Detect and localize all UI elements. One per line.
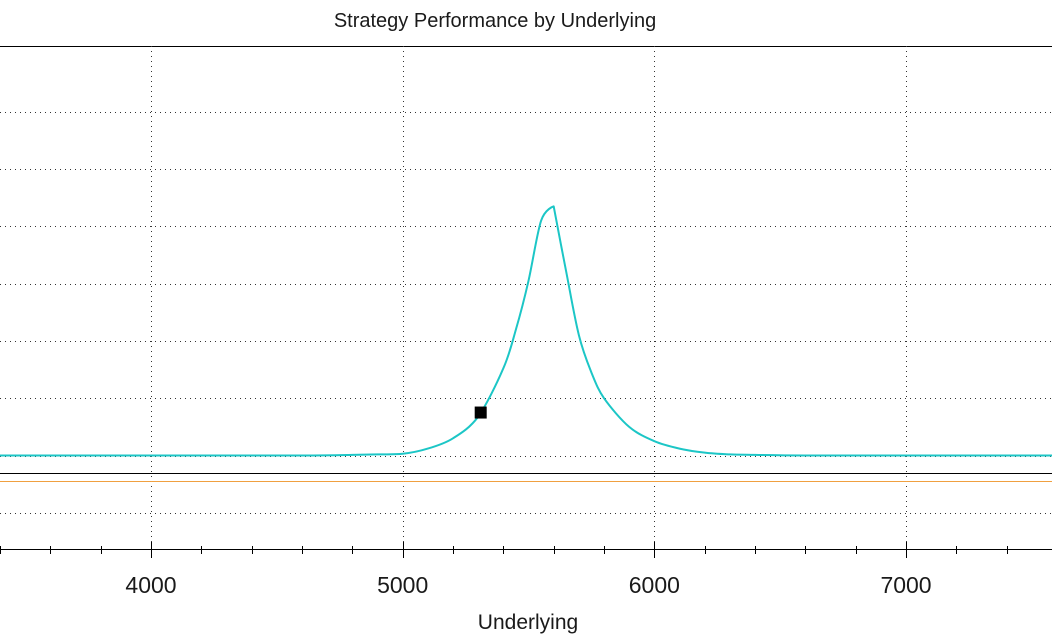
x-tick-label: 7000 [880,572,931,598]
grid [0,46,1052,550]
marker-group [474,406,487,419]
series-group [0,205,1052,457]
chart-title: Strategy Performance by Underlying [334,10,656,32]
reference-lines [0,473,1052,482]
x-tick-label: 5000 [377,572,428,598]
x-tick-label: 4000 [125,572,176,598]
x-tick-label: 6000 [629,572,680,598]
current-position-marker [474,406,487,419]
x-axis-tick-labels: 4000 5000 6000 7000 [125,572,931,598]
x-axis-label: Underlying [478,611,578,634]
series-line [0,205,1052,457]
x-axis-ticks [0,542,1008,558]
